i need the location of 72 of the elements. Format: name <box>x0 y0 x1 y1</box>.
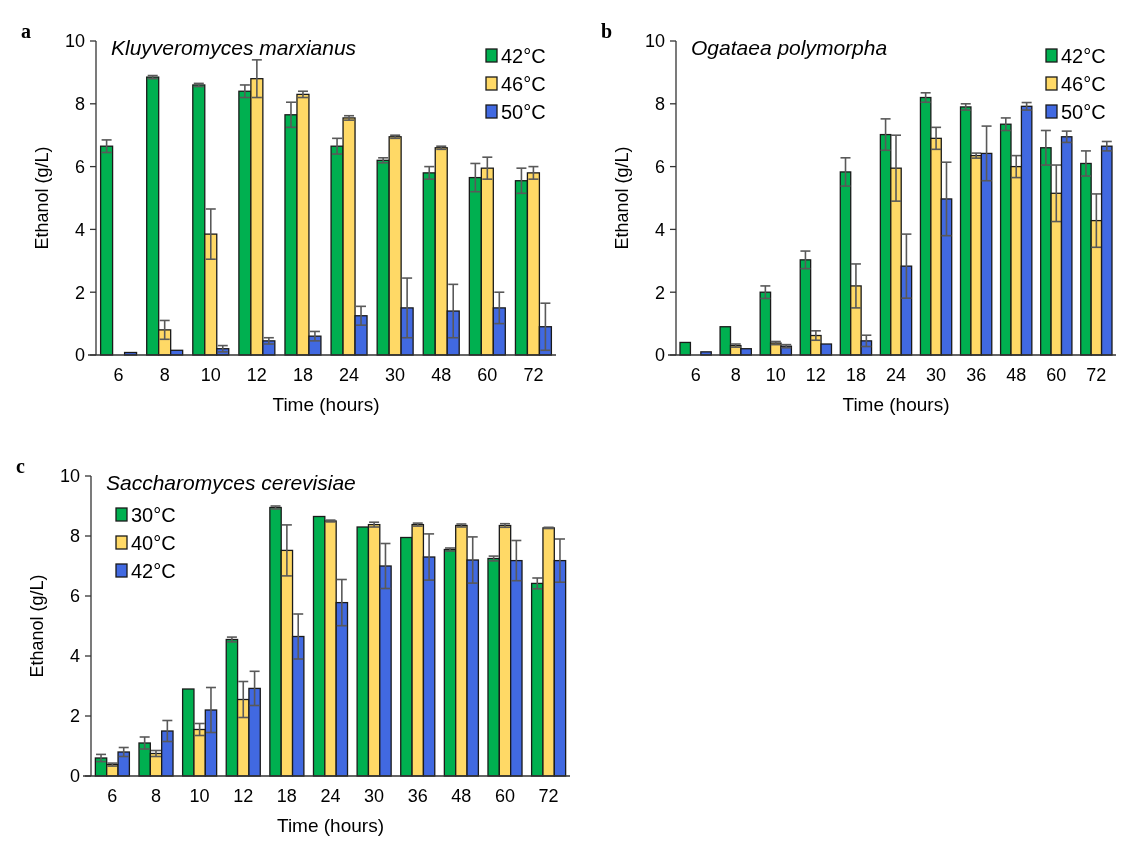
legend-label: 42°C <box>501 45 546 67</box>
y-tick-label: 8 <box>654 94 665 115</box>
y-tick-label: 0 <box>69 766 80 787</box>
y-axis-title: Ethanol (g/L) <box>32 146 52 250</box>
x-tick-label: 18 <box>845 365 866 385</box>
x-tick-label: 8 <box>150 786 162 806</box>
x-tick-label: 60 <box>477 365 498 385</box>
y-tick-label: 10 <box>59 466 80 487</box>
x-axis-title: Time (hours) <box>272 394 380 415</box>
chart-title: Kluyveromyces marxianus <box>111 36 357 59</box>
x-tick-label: 6 <box>107 786 118 806</box>
y-tick-label: 4 <box>69 646 80 667</box>
y-tick-label: 10 <box>64 31 85 52</box>
y-tick-label: 6 <box>69 586 80 607</box>
x-tick-label: 10 <box>200 365 221 385</box>
y-tick-label: 2 <box>74 282 85 303</box>
x-tick-label: 30 <box>364 786 385 806</box>
x-tick-label: 36 <box>407 786 428 806</box>
x-tick-label: 24 <box>339 365 360 385</box>
x-tick-label: 12 <box>233 786 254 806</box>
y-tick-label: 2 <box>69 706 80 727</box>
x-tick-label: 60 <box>1046 365 1067 385</box>
x-tick-label: 6 <box>690 365 701 385</box>
x-tick-label: 72 <box>538 786 559 806</box>
x-tick-label: 30 <box>385 365 406 385</box>
legend-label: 42°C <box>131 560 176 582</box>
x-tick-label: 8 <box>159 365 170 385</box>
x-tick-label: 36 <box>966 365 987 385</box>
x-tick-label: 10 <box>765 365 786 385</box>
y-tick-label: 4 <box>654 219 665 240</box>
legend-label: 46°C <box>501 73 546 95</box>
x-tick-label: 72 <box>523 365 544 385</box>
legend-label: 42°C <box>1061 45 1106 67</box>
x-tick-label: 48 <box>1006 365 1027 385</box>
y-tick-label: 0 <box>654 345 665 366</box>
y-tick-label: 0 <box>74 345 85 366</box>
x-tick-label: 48 <box>451 786 472 806</box>
legend-label: 30°C <box>131 504 176 526</box>
x-tick-label: 12 <box>246 365 267 385</box>
y-tick-label: 6 <box>654 156 665 177</box>
x-tick-label: 10 <box>189 786 210 806</box>
legend-label: 50°C <box>501 101 546 123</box>
x-tick-label: 72 <box>1086 365 1107 385</box>
legend-label: 40°C <box>131 532 176 554</box>
legend-label: 46°C <box>1061 73 1106 95</box>
text: b <box>601 20 613 42</box>
y-tick-label: 2 <box>654 282 665 303</box>
x-tick-label: 24 <box>320 786 341 806</box>
chart-title: Saccharomyces cerevisiae <box>106 471 356 494</box>
x-tick-label: 48 <box>431 365 452 385</box>
y-tick-label: 10 <box>644 31 665 52</box>
legend-label: 50°C <box>1061 101 1106 123</box>
chart-title: Ogataea polymorpha <box>691 36 888 59</box>
x-tick-label: 8 <box>730 365 741 385</box>
x-tick-label: 12 <box>805 365 826 385</box>
y-tick-label: 8 <box>69 526 80 547</box>
text: c <box>16 455 25 477</box>
y-axis-title: Ethanol (g/L) <box>27 574 47 678</box>
y-tick-label: 8 <box>74 94 85 115</box>
x-axis-title: Time (hours) <box>277 815 384 836</box>
text: a <box>21 20 31 42</box>
x-tick-label: 18 <box>276 786 297 806</box>
y-axis-title: Ethanol (g/L) <box>612 146 632 250</box>
y-tick-label: 4 <box>74 219 85 240</box>
y-tick-label: 6 <box>74 156 85 177</box>
x-tick-label: 18 <box>292 365 313 385</box>
x-tick-label: 24 <box>885 365 907 385</box>
x-tick-label: 6 <box>113 365 124 385</box>
x-tick-label: 30 <box>926 365 947 385</box>
bar <box>99 145 114 356</box>
x-tick-label: 60 <box>494 786 516 806</box>
x-axis-title: Time (hours) <box>842 394 950 415</box>
